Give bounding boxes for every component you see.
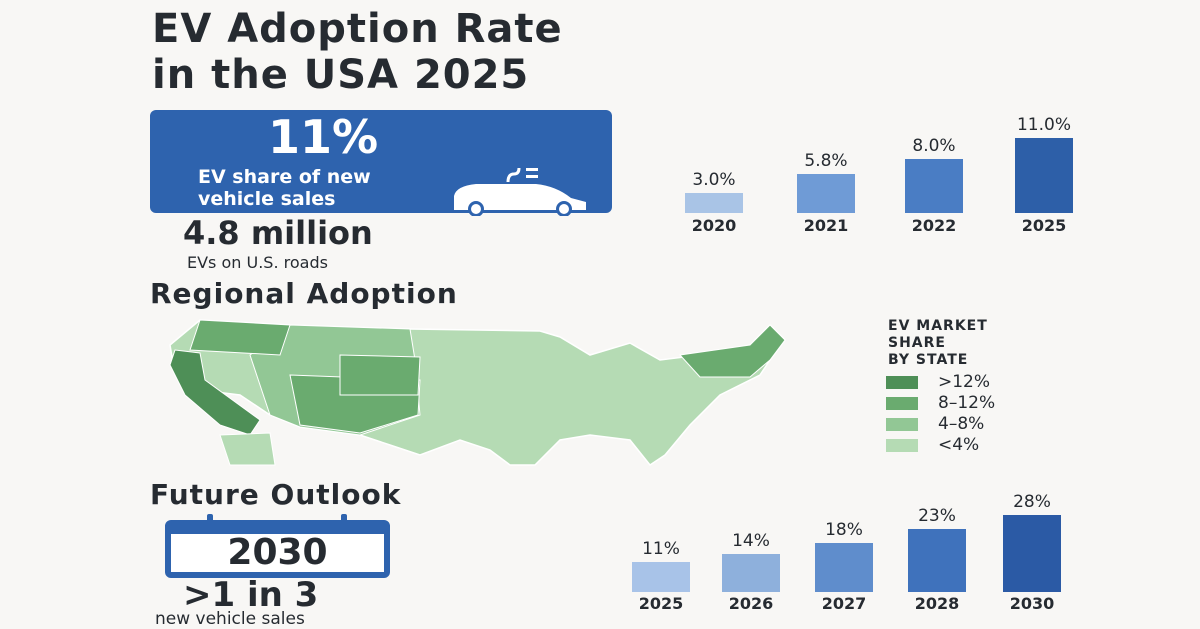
legend-label: <4% bbox=[938, 435, 980, 455]
regional-heading: Regional Adoption bbox=[150, 277, 458, 310]
bar-value-label: 28% bbox=[1013, 492, 1051, 512]
bar-category-label: 2027 bbox=[821, 594, 867, 613]
bar-category-label: 2028 bbox=[914, 594, 960, 613]
bar-value-label: 8.0% bbox=[912, 135, 956, 156]
us-map bbox=[169, 319, 786, 467]
future-stat: >1 in 3 bbox=[183, 575, 319, 615]
bar bbox=[1015, 138, 1073, 213]
bar-category-label: 2026 bbox=[728, 594, 774, 613]
bar-category-label: 2022 bbox=[911, 216, 957, 235]
bar bbox=[905, 158, 963, 213]
bar-value-label: 18% bbox=[825, 519, 863, 540]
bar-value-label: 14% bbox=[732, 530, 770, 551]
bar-value-label: 5.8% bbox=[804, 150, 848, 171]
headline-value: 11% bbox=[268, 110, 379, 164]
future-heading: Future Outlook bbox=[150, 478, 402, 511]
bar-value-label: 11% bbox=[642, 538, 680, 559]
fleet-label: EVs on U.S. roads bbox=[187, 253, 328, 272]
legend-swatch bbox=[886, 438, 918, 452]
bar-value-label: 23% bbox=[918, 505, 956, 526]
legend-label: 8–12% bbox=[938, 393, 996, 413]
bar-category-label: 2020 bbox=[691, 216, 737, 235]
map-pacific-northwest bbox=[189, 319, 291, 356]
calendar-icon: 2030 bbox=[165, 520, 390, 578]
map-northeast bbox=[678, 324, 786, 378]
bar-value-label: 3.0% bbox=[692, 169, 736, 190]
legend-label: >12% bbox=[938, 372, 991, 392]
headline-label: EV share of new vehicle sales bbox=[198, 166, 371, 210]
headline-card: 11% EV share of new vehicle sales bbox=[150, 110, 612, 216]
bar bbox=[632, 561, 690, 592]
bar bbox=[685, 192, 743, 213]
bar-category-label: 2021 bbox=[803, 216, 849, 235]
calendar-year: 2030 bbox=[227, 532, 328, 573]
legend-item: >12% bbox=[886, 372, 990, 392]
fleet-value: 4.8 million bbox=[183, 214, 373, 252]
bar-category-label: 2025 bbox=[1021, 216, 1067, 235]
bar-category-label: 2030 bbox=[1009, 594, 1055, 613]
bar bbox=[797, 173, 855, 213]
legend-label: 4–8% bbox=[938, 414, 985, 434]
bar bbox=[908, 528, 966, 592]
legend-swatch bbox=[886, 396, 918, 410]
legend-title: EV MARKET SHARE BY STATE bbox=[888, 318, 988, 368]
bar bbox=[815, 542, 873, 592]
legend-item: <4% bbox=[886, 435, 979, 455]
future-stat-label: new vehicle sales bbox=[155, 609, 305, 629]
legend-item: 4–8% bbox=[886, 414, 984, 434]
bar-value-label: 11.0% bbox=[1016, 115, 1071, 136]
bar bbox=[1003, 515, 1061, 592]
legend-swatch bbox=[886, 375, 918, 389]
map-colorado-region bbox=[339, 354, 421, 396]
map-alaska bbox=[219, 432, 276, 466]
legend-item: 8–12% bbox=[886, 393, 995, 413]
ev-car-charging-icon bbox=[454, 167, 586, 216]
legend-swatch bbox=[886, 417, 918, 431]
bar-category-label: 2025 bbox=[638, 594, 684, 613]
page-title: EV Adoption Rate in the USA 2025 bbox=[152, 6, 563, 98]
bar bbox=[722, 553, 780, 592]
